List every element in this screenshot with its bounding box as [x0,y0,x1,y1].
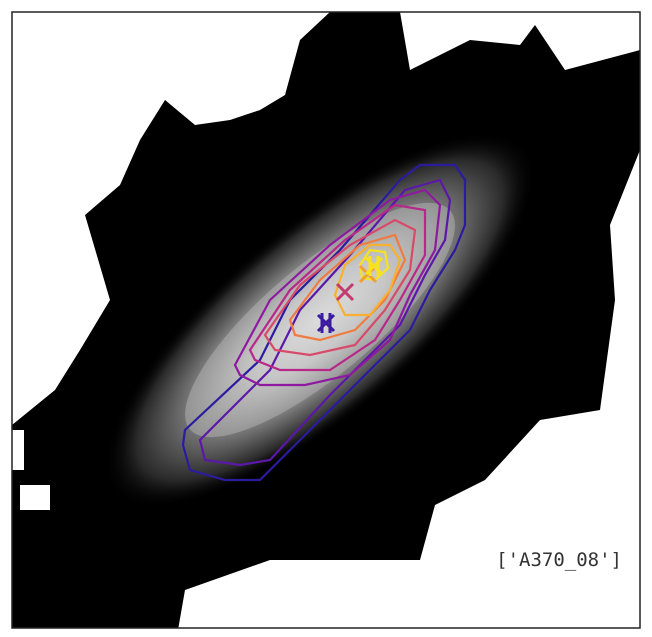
page: ['A370_08'] (() => { const data = JSON.p… [0,0,652,637]
image-panel: ['A370_08'] [0,0,652,637]
image-label: ['A370_08'] [496,549,622,571]
